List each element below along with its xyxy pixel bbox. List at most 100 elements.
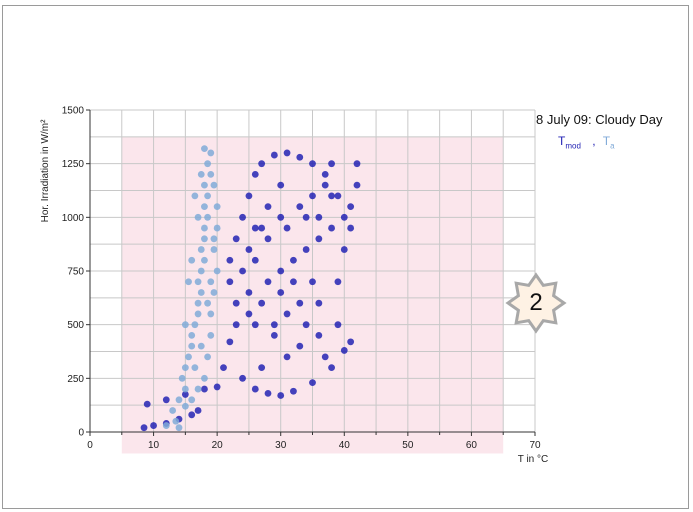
data-point xyxy=(185,353,192,361)
data-point xyxy=(194,299,202,307)
data-point xyxy=(296,153,304,161)
data-point xyxy=(181,385,189,393)
data-point xyxy=(201,235,208,243)
x-tick-label: 40 xyxy=(339,440,351,451)
star-badge-shape xyxy=(505,272,567,334)
data-point xyxy=(162,396,170,404)
data-point xyxy=(347,203,355,211)
series-t-a xyxy=(162,145,221,432)
data-point xyxy=(207,278,215,286)
data-point xyxy=(204,299,212,307)
data-point xyxy=(188,256,196,264)
data-point xyxy=(353,181,361,189)
data-point xyxy=(264,203,272,211)
data-point xyxy=(191,192,199,200)
x-tick-label: 0 xyxy=(87,440,93,451)
data-point xyxy=(315,235,323,243)
data-point xyxy=(328,192,335,200)
data-point xyxy=(334,321,342,329)
badge xyxy=(505,272,567,334)
data-point xyxy=(226,338,234,346)
data-point xyxy=(210,289,218,296)
data-point xyxy=(258,224,266,232)
data-point xyxy=(181,391,189,398)
x-tick-label: 60 xyxy=(466,440,478,451)
data-point xyxy=(188,342,196,350)
data-point xyxy=(321,181,329,189)
data-point xyxy=(283,310,291,318)
y-tick-label: 1250 xyxy=(62,159,85,170)
data-point xyxy=(194,385,202,393)
data-point xyxy=(258,299,266,307)
data-point xyxy=(197,267,205,275)
y-tick-label: 1000 xyxy=(62,213,85,224)
data-point xyxy=(251,385,259,393)
legend-label-t-a: T xyxy=(602,134,611,148)
data-point xyxy=(251,321,259,329)
data-point xyxy=(239,213,246,221)
data-point xyxy=(188,396,196,404)
data-point xyxy=(213,267,221,275)
data-point xyxy=(309,278,316,286)
legend-item-t-a: Ta xyxy=(602,134,615,151)
data-point xyxy=(340,246,348,253)
data-point xyxy=(277,213,285,221)
data-point xyxy=(328,160,335,168)
data-point xyxy=(143,400,151,408)
data-point xyxy=(207,171,215,178)
data-point xyxy=(188,411,196,419)
data-point xyxy=(181,321,189,329)
data-point xyxy=(201,203,208,211)
data-point xyxy=(207,332,215,339)
data-point xyxy=(251,224,259,232)
y-tick-label: 1500 xyxy=(62,106,85,117)
data-point xyxy=(213,224,221,232)
data-point xyxy=(207,149,215,157)
data-point xyxy=(178,374,186,382)
data-point xyxy=(213,383,221,391)
data-point xyxy=(213,203,221,211)
legend-sub-t-a: a xyxy=(610,141,615,151)
data-point xyxy=(181,402,189,410)
data-point xyxy=(245,192,253,200)
legend: Tmod , Ta xyxy=(558,134,615,150)
data-point xyxy=(283,353,291,361)
data-point xyxy=(290,278,297,286)
data-point xyxy=(270,321,278,329)
x-tick-label: 10 xyxy=(148,440,160,451)
data-point xyxy=(328,224,335,232)
data-point xyxy=(204,353,212,361)
data-point xyxy=(226,256,234,264)
x-tick-label: 50 xyxy=(402,440,414,451)
axes xyxy=(86,109,536,436)
data-point xyxy=(197,246,205,253)
data-point xyxy=(162,422,170,429)
data-point xyxy=(197,342,205,350)
y-tick-label: 0 xyxy=(78,428,84,439)
data-point xyxy=(302,321,310,329)
data-point xyxy=(321,171,329,178)
data-point xyxy=(347,338,355,346)
x-tick-label: 20 xyxy=(212,440,224,451)
data-point xyxy=(201,374,208,382)
x-tick-label: 70 xyxy=(529,440,541,451)
data-point xyxy=(210,246,218,253)
data-point xyxy=(321,353,329,361)
data-point xyxy=(251,171,259,178)
data-point xyxy=(302,246,310,253)
data-point xyxy=(334,278,342,286)
data-point xyxy=(201,145,208,153)
data-point xyxy=(175,396,183,404)
data-point xyxy=(197,171,205,178)
data-point xyxy=(270,151,278,159)
data-point xyxy=(194,407,202,414)
data-point xyxy=(283,224,291,232)
y-tick-label: 500 xyxy=(67,320,84,331)
y-axis-label: Hor. Irradiation in W/m² xyxy=(40,119,51,222)
data-point xyxy=(194,310,202,318)
data-point xyxy=(140,424,148,432)
axis-labels: 0 10 20 30 40 50 60 70 0 250 500 750 1000 1250 1500 T i… xyxy=(40,106,548,466)
data-point xyxy=(210,181,218,189)
data-point xyxy=(309,160,316,168)
